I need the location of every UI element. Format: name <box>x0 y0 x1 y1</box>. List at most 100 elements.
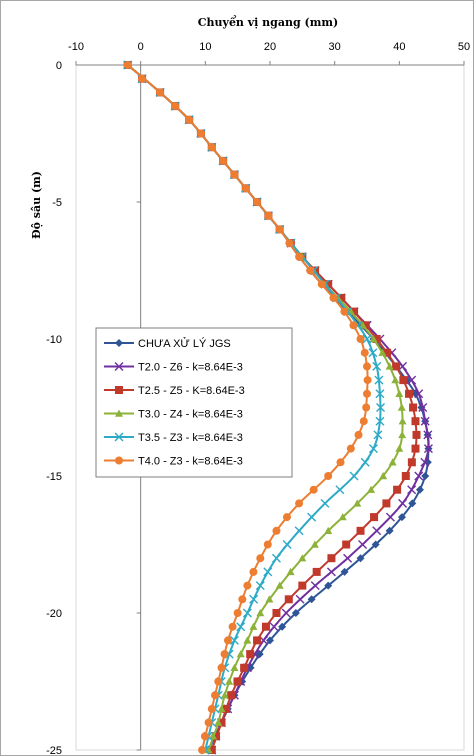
series-2-point <box>281 608 291 618</box>
series-6-point <box>285 239 294 248</box>
series-1-point <box>266 636 274 645</box>
legend-label: T2.5 - Z5 - K=8.64E-3 <box>138 385 245 397</box>
series-6-point <box>219 156 228 165</box>
series-5-point <box>360 457 370 467</box>
series-4-point <box>236 650 245 658</box>
series-5-point <box>362 334 372 344</box>
series-3-point <box>372 335 381 343</box>
series-6-point <box>356 335 365 343</box>
y-tick-label: -20 <box>46 608 62 620</box>
series-3-point <box>298 581 307 590</box>
series-5-point-stroke-b <box>242 608 252 618</box>
series-3-point <box>411 444 420 453</box>
series-1-point <box>415 485 424 494</box>
legend-swatch-marker-stroke-b <box>114 432 124 442</box>
series-2-point <box>326 567 336 577</box>
series-3-point <box>342 540 351 549</box>
series-3-point <box>412 430 421 439</box>
series-5-point <box>307 512 317 522</box>
legend-swatch-marker <box>115 339 123 347</box>
legend-item: T3.5 - Z3 - k=8.64E-3 <box>104 432 243 444</box>
series-6-point <box>349 321 358 330</box>
series-2-point-stroke-b <box>310 581 320 591</box>
series-3-point <box>399 376 408 385</box>
series-4-point <box>249 622 258 630</box>
series-6-point <box>275 225 284 234</box>
series-6-point <box>256 554 265 563</box>
series-2-point-stroke-b <box>423 444 433 454</box>
series-6-point <box>233 609 242 617</box>
series-5-point-stroke-b <box>249 594 259 604</box>
series-3-point <box>350 307 359 316</box>
series-5-point-stroke-b <box>373 430 383 440</box>
series-5-point-stroke-b <box>236 622 246 632</box>
series-6-point <box>354 430 363 439</box>
legend-item: T2.5 - Z5 - K=8.64E-3 <box>104 385 245 397</box>
series-5-point-stroke-b <box>271 553 281 563</box>
legend-label: T3.5 - Z3 - k=8.64E-3 <box>138 432 243 444</box>
series-6-point <box>363 376 372 385</box>
series-6-point <box>171 102 180 111</box>
series-1-point <box>421 472 430 480</box>
x-tick-label: 40 <box>393 41 405 53</box>
series-5-point-stroke-b <box>375 389 385 399</box>
series-1-point <box>307 595 316 604</box>
series-3-point <box>324 280 333 289</box>
series-2-point-stroke-b <box>385 512 395 522</box>
series-2-point <box>414 389 424 399</box>
series-4-point <box>214 718 223 726</box>
series-6-point <box>306 266 315 275</box>
legend-swatch-marker <box>114 362 124 371</box>
series-4-point <box>275 581 284 589</box>
series-6 <box>123 61 372 754</box>
series-6-point <box>200 732 209 741</box>
series-3-point <box>240 663 249 672</box>
series-2-point <box>407 485 417 495</box>
series-2-point-stroke-b <box>281 608 291 618</box>
series-6-point <box>264 211 273 220</box>
series-6-point <box>230 170 239 179</box>
series-6-point <box>295 499 304 508</box>
series-5-point <box>271 553 281 563</box>
series-5-point-stroke-b <box>320 498 330 508</box>
series-3-point <box>361 321 370 330</box>
legend-label: T4.0 - Z3 - k=8.64E-3 <box>138 456 243 468</box>
series-2-point <box>372 526 382 536</box>
series-6-point <box>263 540 272 549</box>
series-6-point <box>220 650 229 659</box>
series-4-point <box>324 526 333 534</box>
series-6-point <box>359 417 368 426</box>
series-4-point <box>220 691 229 699</box>
series-3-point <box>217 718 226 727</box>
series-5-point-stroke-b <box>282 540 292 549</box>
series-4-point <box>397 403 406 411</box>
series-2-point <box>423 430 433 440</box>
series-6-point <box>329 293 338 302</box>
series-4-point <box>391 376 400 384</box>
series-6-point <box>238 595 247 604</box>
series-4-point <box>353 499 362 507</box>
series-6-point <box>204 718 213 727</box>
series-3-point <box>409 403 418 412</box>
series-2-point-stroke-b <box>407 485 417 495</box>
series-4-point <box>217 704 226 713</box>
legend-item: T2.0 - Z6 - k=8.64E-3 <box>104 362 243 374</box>
series-5-point-stroke-b <box>372 361 382 371</box>
series-1-point <box>356 554 365 563</box>
series-3-point <box>227 691 236 700</box>
series-5-point-stroke-b <box>229 635 239 645</box>
series-5-point <box>229 635 239 645</box>
series-3-point <box>272 609 281 617</box>
series-1-point <box>397 513 406 522</box>
series-6-point <box>249 567 258 576</box>
legend-label: T2.0 - Z6 - k=8.64E-3 <box>138 362 243 374</box>
series-3-point <box>407 458 416 467</box>
series-6-point <box>336 458 345 467</box>
series-3-point <box>261 622 270 631</box>
series-4-point <box>358 321 367 329</box>
series-5-point <box>242 608 252 618</box>
series-5-point <box>255 581 265 591</box>
x-tick-label: 30 <box>329 41 341 53</box>
series-5-point <box>335 485 345 495</box>
